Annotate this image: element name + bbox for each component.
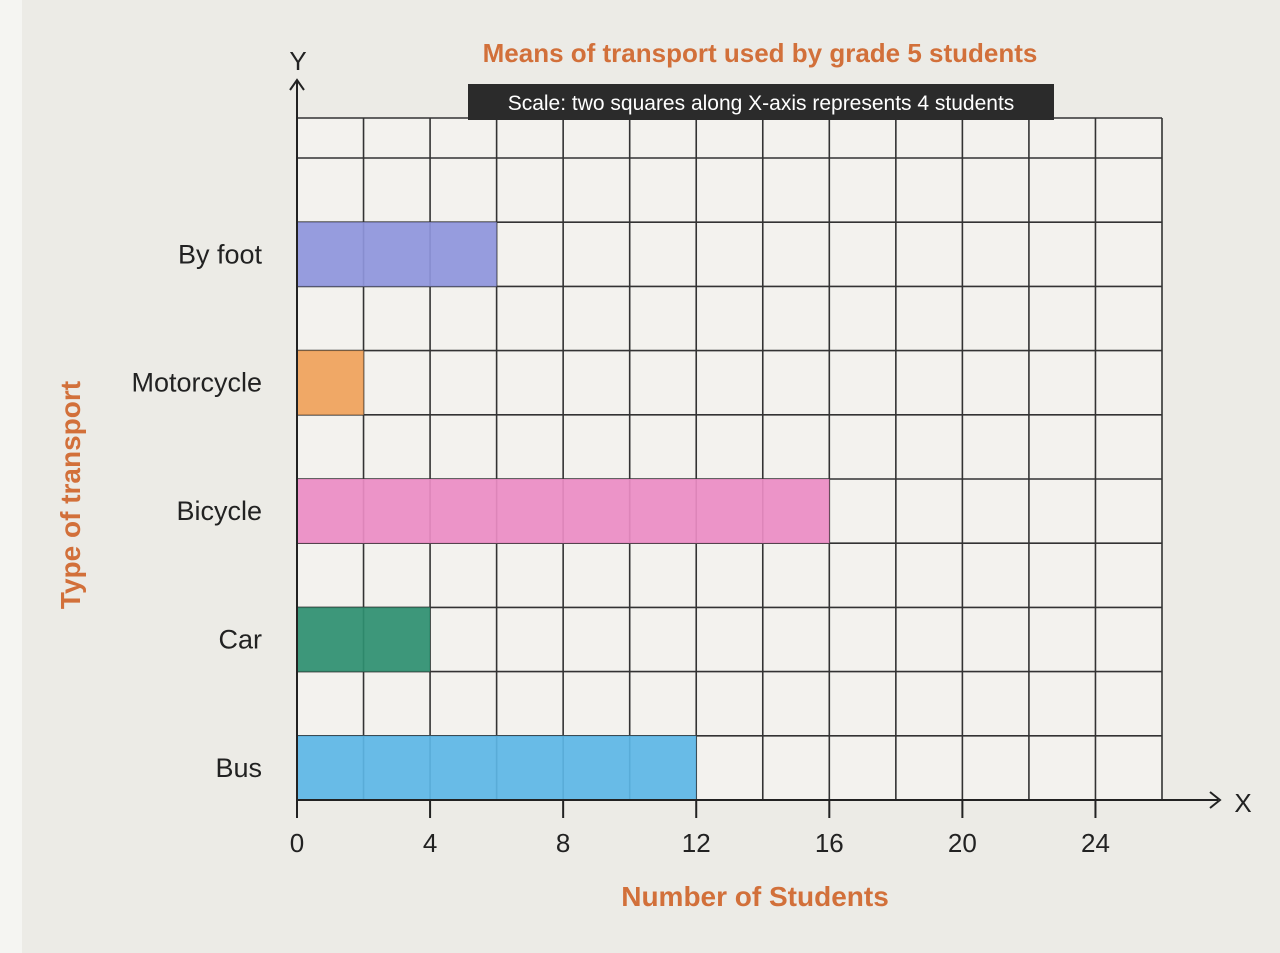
- scale-note-box: [468, 84, 1054, 120]
- category-labels: By foot Motorcycle Bicycle Car Bus: [131, 239, 262, 783]
- x-tick-label: 0: [290, 828, 304, 858]
- x-axis-letter: X: [1234, 788, 1251, 818]
- x-tick-label: 12: [682, 828, 711, 858]
- bars: [297, 222, 830, 800]
- category-label-motorcycle: Motorcycle: [131, 368, 262, 398]
- category-label-car: Car: [218, 625, 262, 655]
- y-axis-title: Type of transport: [55, 381, 86, 609]
- chart-title: Means of transport used by grade 5 stude…: [483, 38, 1038, 68]
- page-edge: [0, 0, 22, 953]
- bar-car: [297, 607, 431, 672]
- bar-bicycle: [297, 479, 830, 544]
- x-axis-arrow-icon: [1209, 791, 1222, 809]
- x-tick-label: 4: [423, 828, 437, 858]
- bar-bus: [297, 735, 697, 800]
- grid: [296, 117, 1163, 801]
- bar-by-foot: [297, 222, 497, 287]
- x-tick-label: 8: [556, 828, 570, 858]
- x-tick-label: 24: [1081, 828, 1110, 858]
- category-label-by-foot: By foot: [178, 239, 263, 269]
- y-axis-letter: Y: [289, 46, 306, 76]
- axes: [289, 78, 1222, 818]
- plot-area: [297, 118, 1162, 800]
- x-tick-labels: 0 4 8 12 16 20 24: [290, 828, 1110, 858]
- y-axis-arrow-icon: [289, 78, 305, 91]
- category-label-bicycle: Bicycle: [176, 496, 262, 526]
- x-tick-label: 20: [948, 828, 977, 858]
- category-label-bus: Bus: [215, 753, 262, 783]
- x-axis-title: Number of Students: [621, 881, 889, 912]
- bar-motorcycle: [297, 350, 364, 415]
- scale-note: Scale: two squares along X-axis represen…: [508, 92, 1015, 115]
- x-tick-label: 16: [815, 828, 844, 858]
